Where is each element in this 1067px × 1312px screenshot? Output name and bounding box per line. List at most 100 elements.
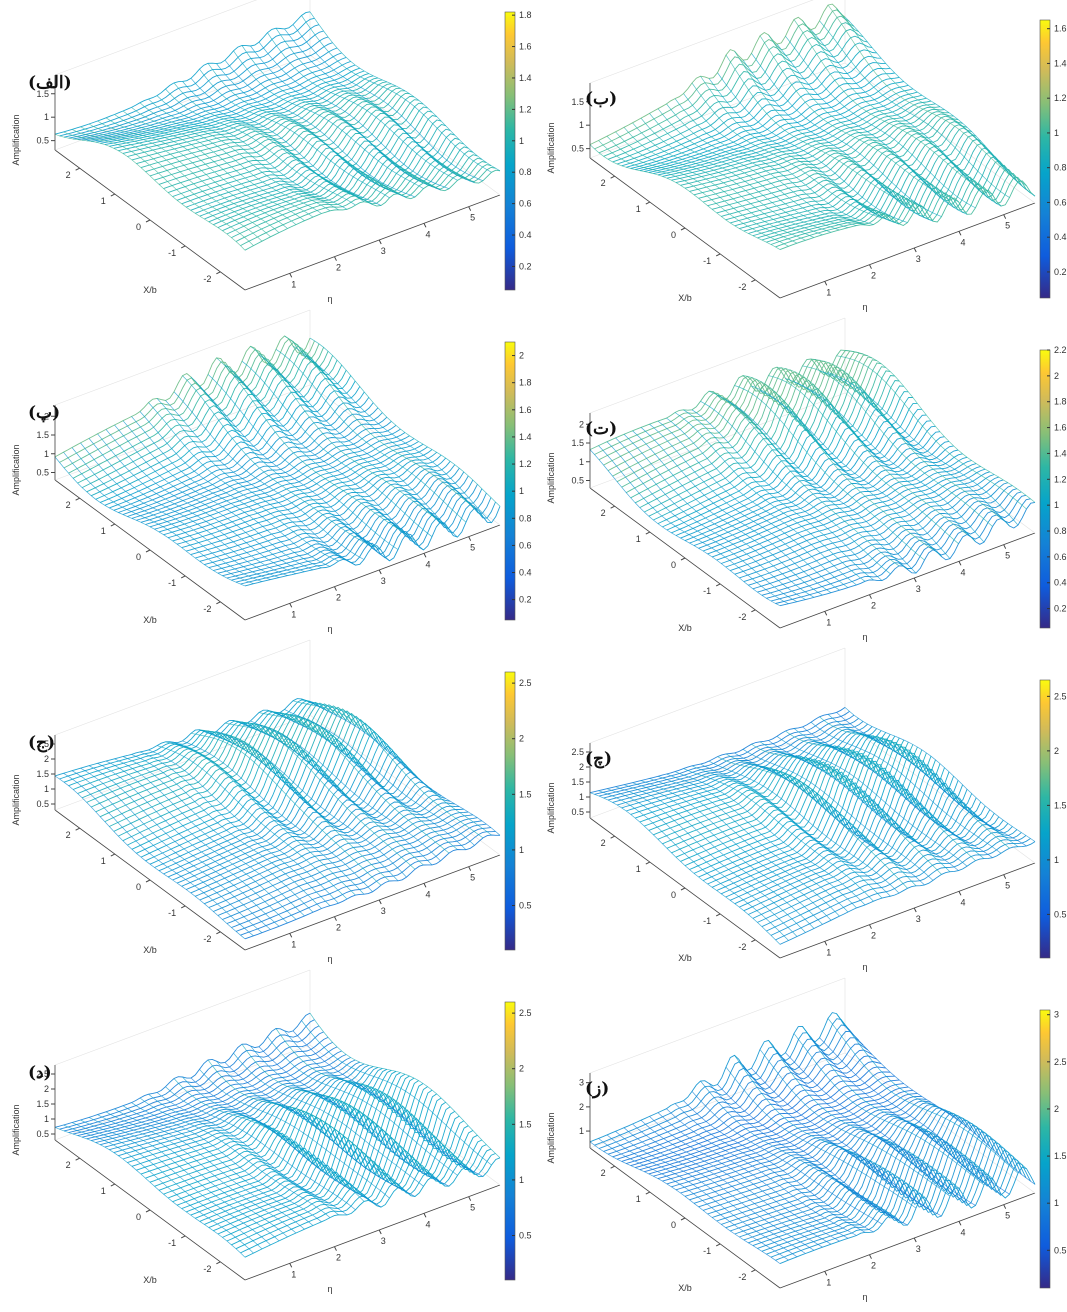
x-axis-label: X/b	[143, 1275, 157, 1285]
surface-line	[301, 698, 492, 836]
panel: -2 -1 0 1 2 1 2 3 4 5 1 2 3 Amplification X/b η (ز) 0.5 1 1…	[546, 977, 1067, 1302]
surface-line	[708, 760, 900, 894]
x-tick-label: 2	[66, 170, 71, 180]
panel: -2 -1 0 1 2 1 2 3 4 5 0.5 1 1.5 2 2.5 Amplification X/b η…	[11, 969, 532, 1294]
x-tick-label: 0	[136, 552, 141, 562]
x-tick	[145, 219, 151, 223]
surface-line	[301, 15, 492, 173]
x-tick	[610, 835, 615, 839]
colorbar-tick-label: 1.6	[519, 405, 532, 415]
surface-line	[88, 123, 280, 233]
colorbar-tick-label: 1.5	[519, 1119, 532, 1129]
colorbar-tick-label: 0.2	[1054, 604, 1067, 614]
colorbar-tick-label: 1	[1054, 855, 1059, 865]
surface-line	[207, 374, 399, 550]
z-tick-label: 1.5	[36, 430, 49, 440]
surface-line	[683, 768, 874, 902]
surface-line	[775, 498, 1031, 604]
surface-line	[623, 434, 815, 598]
y-tick	[824, 1271, 828, 1276]
surface-line	[589, 792, 781, 945]
colorbar-tick-label: 0.5	[519, 1231, 532, 1241]
surface-line	[657, 775, 849, 913]
x-tick	[145, 549, 151, 553]
y-tick	[824, 281, 828, 286]
surface-line	[785, 35, 976, 209]
box-edge	[309, 714, 501, 856]
y-tick-label: 1	[826, 947, 831, 957]
y-tick	[1003, 544, 1007, 549]
x-tick	[751, 609, 756, 613]
surface-line	[785, 378, 976, 542]
y-tick-label: 4	[960, 897, 965, 907]
surface-line	[63, 24, 320, 138]
surface-line	[785, 1052, 976, 1206]
surface-line	[768, 34, 959, 203]
surface-line	[770, 835, 1027, 936]
y-tick	[869, 264, 872, 269]
surface-line	[751, 385, 942, 557]
surface-line	[626, 730, 882, 812]
surface-line	[621, 728, 878, 809]
z-tick-label: 2	[579, 419, 584, 429]
colorbar-tick-label: 0.4	[519, 230, 532, 240]
surface-line	[819, 370, 1010, 527]
surface-line	[199, 1069, 390, 1199]
y-axis-label: η	[327, 954, 332, 964]
x-tick-label: -1	[703, 916, 711, 926]
surface-line	[612, 35, 868, 163]
surface-line	[674, 1103, 866, 1233]
surface-line	[751, 53, 942, 217]
colorbar-tick-label: 0.5	[1054, 909, 1067, 919]
surface-line	[734, 806, 991, 905]
y-tick-label: 3	[381, 1236, 386, 1246]
surface-line	[827, 4, 1019, 182]
x-tick-label: 1	[101, 856, 106, 866]
z-tick-label: 1	[44, 784, 49, 794]
surface-line	[649, 423, 840, 591]
surface-line	[615, 131, 806, 241]
surface-line	[173, 1078, 365, 1202]
colorbar-tick-label: 2.5	[519, 678, 532, 688]
y-axis-label: η	[327, 624, 332, 634]
y-tick-label: 1	[291, 279, 296, 289]
box-edge	[244, 1184, 501, 1281]
surface-line	[173, 741, 365, 895]
colorbar-tick-label: 2	[519, 734, 524, 744]
y-tick-label: 5	[1005, 1211, 1010, 1221]
surface-line	[131, 107, 322, 214]
surface-line	[708, 78, 900, 225]
colorbar-tick-label: 0.5	[519, 901, 532, 911]
surface-line	[761, 829, 1018, 928]
surface-line	[751, 743, 942, 875]
surface-line	[776, 1051, 968, 1204]
panel: -2 -1 0 1 2 1 2 3 4 5 0.5 1 1.5 Amplification X/b η (ب) 0…	[546, 0, 1067, 312]
colorbar-tick-label: 1.8	[1054, 397, 1067, 407]
box-edge	[54, 309, 311, 406]
surface-line	[275, 1028, 467, 1168]
colorbar-tick-label: 1.2	[1054, 474, 1067, 484]
colorbar-tick-label: 1.2	[519, 104, 532, 114]
surface-line	[258, 41, 450, 190]
surface-line	[779, 841, 1036, 945]
x-tick	[751, 279, 756, 283]
x-tick	[645, 861, 651, 865]
surface-line	[721, 127, 977, 217]
surface-line	[827, 372, 1019, 526]
surface-line	[292, 24, 484, 182]
surface-line	[793, 1033, 985, 1186]
box-edge	[309, 54, 501, 196]
surface-line	[309, 11, 501, 172]
surface-line	[182, 740, 373, 893]
surface-line	[752, 1141, 1009, 1247]
y-tick	[423, 1213, 427, 1218]
colorbar-tick-label: 1	[1054, 128, 1059, 138]
surface-line	[752, 823, 1009, 919]
surface-line	[182, 1076, 373, 1203]
surface-line	[122, 110, 314, 218]
z-tick-label: 2.5	[36, 1069, 49, 1079]
colorbar	[504, 341, 516, 621]
surface-line	[640, 1119, 832, 1245]
surface-line	[759, 741, 951, 872]
surface-line	[626, 55, 882, 168]
